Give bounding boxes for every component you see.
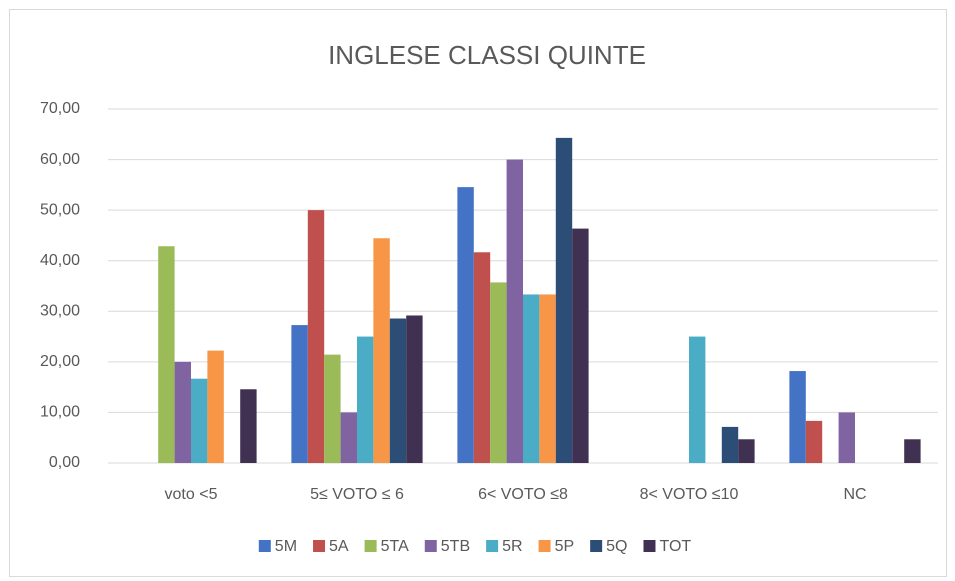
bar bbox=[738, 439, 755, 463]
legend-swatch bbox=[313, 540, 326, 552]
bar bbox=[207, 350, 224, 463]
legend-swatch bbox=[258, 540, 271, 552]
y-tick-label: 30,00 bbox=[40, 303, 80, 320]
bar bbox=[240, 389, 257, 463]
legend-swatch bbox=[643, 540, 656, 552]
y-tick-label: 70,00 bbox=[40, 100, 80, 117]
bar bbox=[324, 354, 341, 463]
x-tick-label: 5≤ VOTO ≤ 6 bbox=[310, 486, 404, 503]
legend-label: 5TB bbox=[441, 538, 470, 555]
y-tick-label: 0,00 bbox=[49, 454, 80, 471]
bar bbox=[539, 294, 556, 463]
bar bbox=[721, 426, 739, 463]
legend-swatch bbox=[590, 540, 603, 552]
bar bbox=[340, 412, 357, 463]
bar bbox=[373, 238, 390, 463]
bar bbox=[457, 187, 474, 463]
legend-swatch bbox=[364, 540, 377, 552]
bar bbox=[191, 378, 208, 463]
x-tick-label: voto <5 bbox=[165, 486, 218, 503]
y-tick-label: 50,00 bbox=[40, 201, 80, 218]
bar bbox=[174, 361, 191, 463]
bar bbox=[158, 246, 175, 463]
x-tick-label: 8< VOTO ≤10 bbox=[640, 486, 739, 503]
bar bbox=[689, 336, 706, 463]
bar bbox=[523, 294, 540, 463]
legend-label: 5A bbox=[329, 538, 349, 555]
bar bbox=[473, 252, 491, 463]
x-tick-label: NC bbox=[843, 486, 866, 503]
bar bbox=[307, 210, 325, 463]
y-tick-label: 10,00 bbox=[40, 404, 80, 421]
legend-label: 5TA bbox=[381, 538, 409, 555]
y-tick-label: 60,00 bbox=[40, 151, 80, 168]
chart-title: INGLESE CLASSI QUINTE bbox=[328, 40, 646, 70]
y-tick-label: 20,00 bbox=[40, 353, 80, 370]
legend-swatch bbox=[538, 540, 551, 552]
legend-label: 5Q bbox=[606, 538, 627, 555]
legend-swatch bbox=[424, 540, 437, 552]
bar bbox=[572, 228, 589, 463]
bar bbox=[838, 412, 855, 463]
bar bbox=[789, 371, 806, 463]
bar bbox=[357, 336, 374, 463]
bar bbox=[904, 439, 921, 463]
legend-swatch bbox=[486, 540, 499, 552]
bar bbox=[406, 315, 423, 463]
legend-label: 5R bbox=[502, 538, 522, 555]
legend-label: 5M bbox=[275, 538, 297, 555]
bar bbox=[490, 282, 507, 463]
x-tick-label: 6< VOTO ≤8 bbox=[478, 486, 568, 503]
bar bbox=[506, 159, 523, 464]
legend-label: 5P bbox=[555, 538, 575, 555]
bar bbox=[805, 420, 823, 463]
bar bbox=[389, 318, 407, 463]
y-tick-label: 40,00 bbox=[40, 252, 80, 269]
legend-label: TOT bbox=[659, 538, 691, 555]
bar bbox=[555, 137, 573, 463]
bar bbox=[291, 325, 308, 463]
